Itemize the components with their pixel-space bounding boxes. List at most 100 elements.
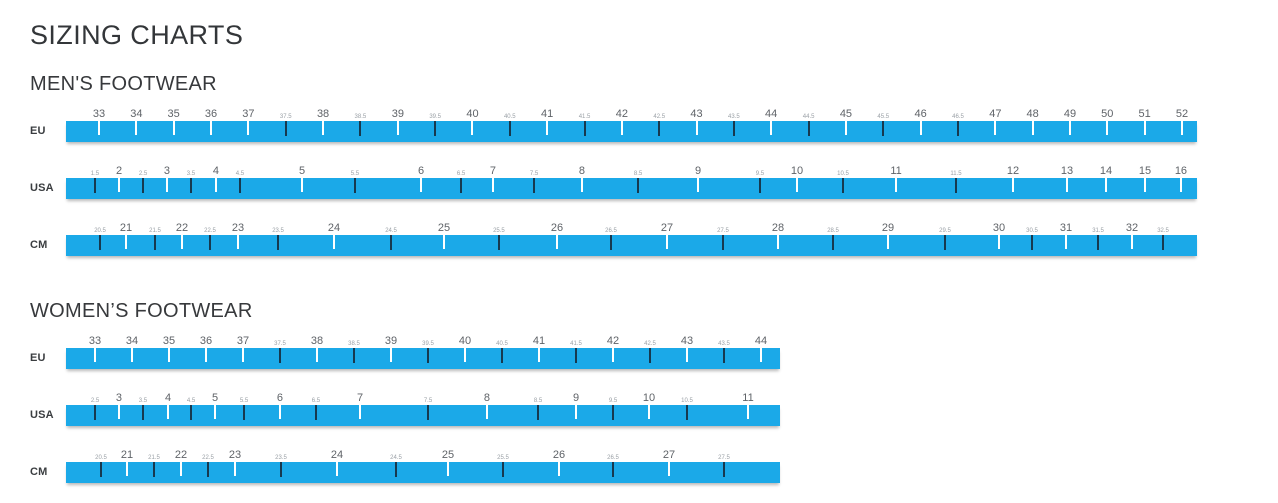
tick-mark <box>208 235 211 251</box>
tick-mark <box>154 235 156 251</box>
tick-label: 13 <box>1060 165 1074 178</box>
tick-mark <box>125 235 128 250</box>
tick-mark <box>359 405 362 420</box>
tick-label: 2.5 <box>90 398 100 405</box>
tick-mark <box>333 235 336 250</box>
tick-label: 27.5 <box>718 455 730 462</box>
tick-mark <box>758 178 761 194</box>
tick-mark <box>238 178 241 194</box>
tick-label: 5 <box>298 165 306 178</box>
tick-mark <box>575 405 577 420</box>
tick-label: 50 <box>1101 108 1114 121</box>
tick-mark <box>278 348 281 364</box>
ruler-bar <box>66 405 780 427</box>
tick-label: 37.5 <box>274 341 286 348</box>
tick-mark <box>620 121 623 136</box>
tick-label: 26.5 <box>605 228 617 235</box>
tick-label: 35 <box>162 335 176 348</box>
ruler-row-eu: EU 33 34 35 36 37 37.5 38 38.5 39 39.5 40 40.5 41 41.5… <box>30 108 1197 143</box>
tick-label: 3 <box>163 165 171 178</box>
tick-label: 5.5 <box>239 398 249 405</box>
tick-label: 1.5 <box>90 171 100 178</box>
tick-mark <box>180 462 183 477</box>
tick-label: 38 <box>310 335 324 348</box>
tick-label: 52 <box>1175 108 1189 121</box>
tick-mark <box>776 235 779 250</box>
tick-label: 43 <box>680 335 694 348</box>
tick-mark <box>882 121 885 137</box>
tick-mark <box>420 178 423 193</box>
tick-label: 20.5 <box>94 228 106 235</box>
tick-label: 39 <box>391 108 404 121</box>
tick-mark <box>501 462 504 478</box>
section-womens: WOMEN’S FOOTWEAR EU 33 34 35 36 37 37.5 38 38.5 39… <box>30 300 1278 484</box>
tick-mark <box>695 121 698 136</box>
tick-mark <box>426 405 429 421</box>
tick-mark <box>214 405 216 420</box>
tick-label: 8.5 <box>633 171 643 178</box>
tick-label: 29 <box>881 222 895 235</box>
tick-label: 4.5 <box>186 398 196 405</box>
tick-label: 43.5 <box>718 341 730 348</box>
tick-mark <box>463 348 466 363</box>
tick-label: 4 <box>164 392 172 405</box>
tick-label: 42 <box>615 108 628 121</box>
tick-label: 44 <box>754 335 768 348</box>
tick-label: 42.5 <box>644 341 656 348</box>
tick-mark <box>685 405 688 421</box>
tick-label: 29.5 <box>939 228 951 235</box>
tick-mark <box>426 348 429 364</box>
tick-mark <box>555 235 558 250</box>
tick-mark <box>205 348 207 363</box>
tick-mark <box>167 405 170 420</box>
tick-label: 28.5 <box>827 228 839 235</box>
tick-mark <box>336 462 339 477</box>
tick-mark <box>460 178 463 194</box>
tick-mark <box>732 121 735 137</box>
tick-label: 6.5 <box>456 171 466 178</box>
tick-mark <box>747 405 749 420</box>
tick-mark <box>99 462 102 478</box>
tick-label: 41.5 <box>570 341 582 348</box>
tick-mark <box>315 348 318 363</box>
tick-label: 39 <box>384 335 398 348</box>
tick-mark <box>723 462 726 478</box>
ruler-bar <box>66 348 780 370</box>
tick-label: 37.5 <box>279 114 292 121</box>
tick-label: 21.5 <box>148 455 160 462</box>
tick-mark <box>954 178 957 194</box>
tick-label: 44.5 <box>802 114 815 121</box>
tick-mark <box>247 121 250 136</box>
tick-label: 7.5 <box>423 398 433 405</box>
tick-mark <box>558 462 561 477</box>
tick-label: 25 <box>437 222 451 235</box>
tick-label: 23 <box>228 449 242 462</box>
tick-label: 27 <box>660 222 674 235</box>
tick-mark <box>537 405 540 421</box>
tick-label: 22 <box>174 449 188 462</box>
tick-mark <box>209 121 212 136</box>
tick-label: 23.5 <box>275 455 287 462</box>
tick-mark <box>610 235 613 251</box>
tick-mark <box>647 405 650 420</box>
tick-mark <box>142 178 145 194</box>
tick-label: 43 <box>690 108 703 121</box>
tick-label: 26 <box>550 222 564 235</box>
tick-mark <box>721 235 724 251</box>
tick-mark <box>491 178 494 193</box>
tick-mark <box>957 121 960 137</box>
tick-mark <box>944 235 946 251</box>
tick-label: 3.5 <box>138 398 148 405</box>
tick-label: 2 <box>115 165 123 178</box>
tick-mark <box>93 348 96 363</box>
tick-label: 34 <box>130 108 143 121</box>
tick-mark <box>666 235 668 250</box>
tick-mark <box>1130 235 1133 250</box>
tick-label: 38 <box>316 108 330 121</box>
ruler-bar <box>66 178 1197 200</box>
tick-label: 25 <box>441 449 455 462</box>
tick-label: 11 <box>742 392 754 405</box>
tick-label: 4 <box>212 165 220 178</box>
ruler-side-label: USA <box>30 182 54 195</box>
